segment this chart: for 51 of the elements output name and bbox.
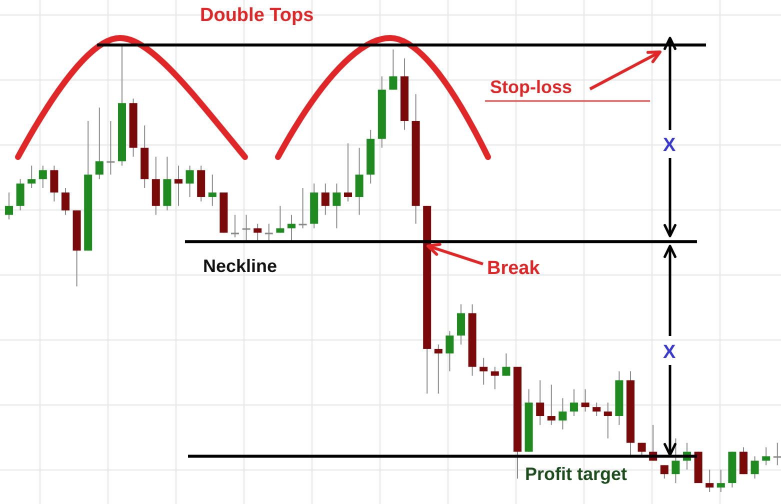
candlestick xyxy=(62,188,70,216)
candlestick xyxy=(592,402,601,417)
candlestick xyxy=(570,388,578,417)
candlestick xyxy=(502,352,510,376)
candlestick xyxy=(355,147,364,216)
candlestick xyxy=(581,388,590,412)
candlestick xyxy=(740,446,748,475)
candlestick xyxy=(298,188,307,229)
candlestick xyxy=(604,402,612,439)
candlestick xyxy=(95,107,104,180)
candlestick xyxy=(332,183,341,229)
candlestick xyxy=(242,214,250,242)
candlestick xyxy=(16,178,24,211)
candlestick xyxy=(264,223,273,242)
candlestick xyxy=(288,214,296,242)
candlestick xyxy=(490,366,499,390)
candlestick xyxy=(389,48,398,90)
ref-line-label: Neckline xyxy=(203,256,278,276)
candlestick xyxy=(480,357,488,386)
ref-line-label: Profit target xyxy=(525,464,628,484)
candlestick xyxy=(38,165,47,189)
candlestick xyxy=(321,183,330,216)
candlestick xyxy=(773,442,781,466)
candlestick xyxy=(547,384,556,426)
candlestick xyxy=(672,438,680,484)
candlestick xyxy=(716,469,725,492)
candlestick xyxy=(186,165,194,198)
candlestick xyxy=(344,142,352,202)
candlestick xyxy=(660,464,668,480)
candlestick xyxy=(50,165,58,202)
candlestick xyxy=(276,205,284,234)
candlestick xyxy=(254,223,262,242)
candlestick xyxy=(174,165,182,206)
candlestick xyxy=(106,120,115,176)
annotation: Stop-loss xyxy=(490,77,572,97)
annotation: Break xyxy=(487,258,540,279)
candlestick xyxy=(208,174,216,206)
text: Double Tops xyxy=(200,5,314,26)
candlestick xyxy=(5,192,13,220)
candlestick xyxy=(28,165,36,189)
annotation: X xyxy=(663,135,676,156)
candlestick xyxy=(706,469,714,492)
candlestick xyxy=(536,380,544,426)
candlestick xyxy=(446,330,454,372)
annotation: X xyxy=(663,342,676,363)
candlestick xyxy=(750,456,759,480)
candlestick xyxy=(231,214,239,238)
candlestick xyxy=(558,398,567,430)
candlestick xyxy=(762,446,770,466)
candlestick xyxy=(457,304,465,345)
candlestick xyxy=(434,344,442,394)
